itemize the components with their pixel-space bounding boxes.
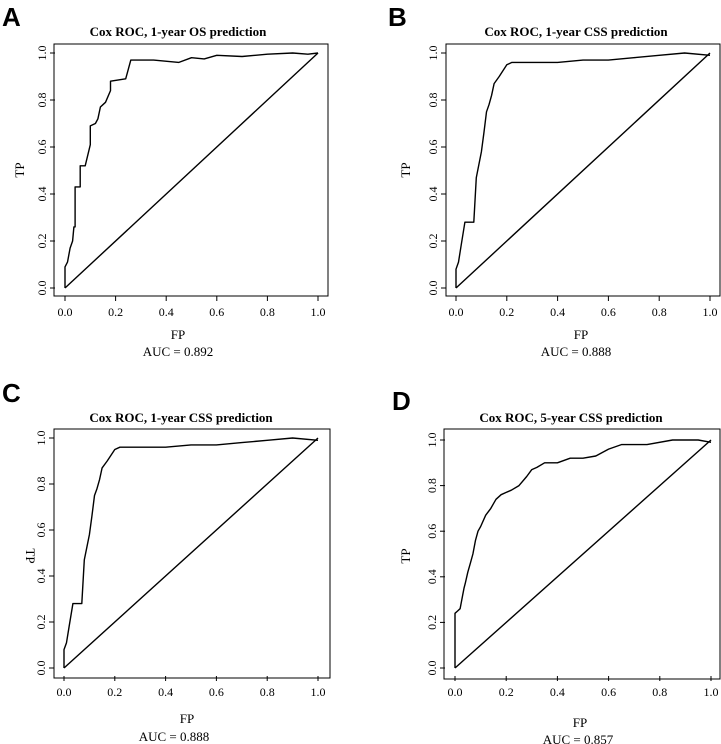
- reference-diagonal: [454, 439, 712, 669]
- y-tick-label: 0.6: [35, 140, 49, 155]
- x-tick-label: 0.4: [550, 685, 565, 699]
- y-axis-label: TP: [23, 548, 38, 563]
- y-tick-label: 0.0: [35, 281, 49, 296]
- panel-b: B Cox ROC, 1-year CSS prediction 0.0 0.2 0…: [388, 2, 721, 359]
- x-axis-label: FP: [574, 327, 588, 342]
- y-axis-label: TP: [398, 548, 413, 563]
- x-tick-label: 1.0: [704, 685, 719, 699]
- y-tick-label: 1.0: [426, 46, 440, 61]
- roc-curve: [454, 439, 712, 668]
- x-tick-label: 0.2: [108, 305, 123, 319]
- reference-diagonal: [64, 52, 319, 289]
- x-tick-label: 1.0: [311, 685, 326, 699]
- chart-title: Cox ROC, 5-year CSS prediction: [479, 410, 663, 425]
- x-tick-label: 0.6: [209, 305, 224, 319]
- y-tick-label: 0.0: [34, 661, 48, 676]
- y-tick-label: 0.0: [426, 281, 440, 296]
- y-axis-label: TP: [12, 162, 27, 177]
- x-tick-label: 0.8: [652, 685, 667, 699]
- y-tick-label: 0.4: [426, 187, 440, 202]
- y-tick-label: 0.2: [426, 234, 440, 249]
- x-tick-label: 0.2: [107, 685, 122, 699]
- y-tick-label: 1.0: [35, 46, 49, 61]
- y-tick-label: 0.2: [35, 234, 49, 249]
- panel-a: A Cox ROC, 1-year OS prediction 0.0 0.2 0.…: [2, 2, 329, 359]
- x-tick-label: 1.0: [703, 305, 718, 319]
- plot-frame: [53, 428, 331, 679]
- y-tick-label: 0.6: [425, 524, 439, 539]
- y-tick-label: 1.0: [34, 431, 48, 446]
- chart-title: Cox ROC, 1-year OS prediction: [90, 24, 268, 39]
- y-tick-label: 0.2: [34, 615, 48, 630]
- x-tick-label: 0.6: [209, 685, 224, 699]
- panel-letter: C: [2, 378, 21, 408]
- roc-curve: [455, 52, 711, 288]
- x-tick-label: 0.4: [159, 305, 174, 319]
- x-axis-label: FP: [171, 327, 185, 342]
- x-tick-label: 0.0: [58, 305, 73, 319]
- x-tick-label: 0.6: [601, 305, 616, 319]
- plot-frame: [445, 43, 721, 297]
- roc-curve: [63, 437, 319, 668]
- auc-label: AUC = 0.888: [541, 344, 612, 359]
- y-tick-label: 0.8: [34, 477, 48, 492]
- y-tick-label: 0.0: [425, 661, 439, 676]
- x-tick-label: 0.6: [601, 685, 616, 699]
- panel-letter: B: [388, 2, 407, 32]
- panel-letter: D: [392, 386, 411, 416]
- roc-curve: [64, 52, 319, 288]
- panel-d: D Cox ROC, 5-year CSS prediction 0.0 0.2 0…: [392, 386, 721, 744]
- x-axis-label: FP: [573, 715, 587, 730]
- plot-frame: [53, 43, 329, 297]
- x-tick-label: 0.8: [260, 685, 275, 699]
- y-tick-label: 0.6: [34, 523, 48, 538]
- chart-title: Cox ROC, 1-year CSS prediction: [89, 410, 273, 425]
- panel-c: C Cox ROC, 1-year CSS prediction 0.0 0.2 0…: [2, 378, 331, 744]
- x-axis-label: FP: [180, 711, 194, 726]
- reference-diagonal: [455, 52, 711, 289]
- y-tick-label: 0.8: [425, 478, 439, 493]
- y-tick-label: 0.2: [425, 615, 439, 630]
- y-tick-label: 0.4: [425, 569, 439, 584]
- y-tick-label: 0.8: [35, 93, 49, 108]
- y-tick-label: 0.4: [34, 569, 48, 584]
- x-tick-label: 0.4: [550, 305, 565, 319]
- y-tick-label: 0.4: [35, 187, 49, 202]
- plot-frame: [443, 428, 721, 680]
- y-tick-label: 0.6: [426, 140, 440, 155]
- x-tick-label: 0.0: [449, 305, 464, 319]
- auc-label: AUC = 0.892: [143, 344, 214, 359]
- x-tick-label: 0.2: [499, 305, 514, 319]
- panel-letter: A: [2, 2, 21, 32]
- reference-diagonal: [63, 437, 319, 669]
- x-tick-label: 0.0: [448, 685, 463, 699]
- y-tick-label: 1.0: [425, 433, 439, 448]
- auc-label: AUC = 0.857: [543, 732, 614, 744]
- x-tick-label: 0.0: [57, 685, 72, 699]
- y-tick-label: 0.8: [426, 93, 440, 108]
- chart-title: Cox ROC, 1-year CSS prediction: [484, 24, 668, 39]
- y-axis-label: TP: [398, 162, 413, 177]
- x-tick-label: 0.2: [499, 685, 514, 699]
- x-tick-label: 1.0: [311, 305, 326, 319]
- x-tick-label: 0.8: [652, 305, 667, 319]
- auc-label: AUC = 0.888: [139, 729, 210, 744]
- x-tick-label: 0.4: [158, 685, 173, 699]
- x-tick-label: 0.8: [260, 305, 275, 319]
